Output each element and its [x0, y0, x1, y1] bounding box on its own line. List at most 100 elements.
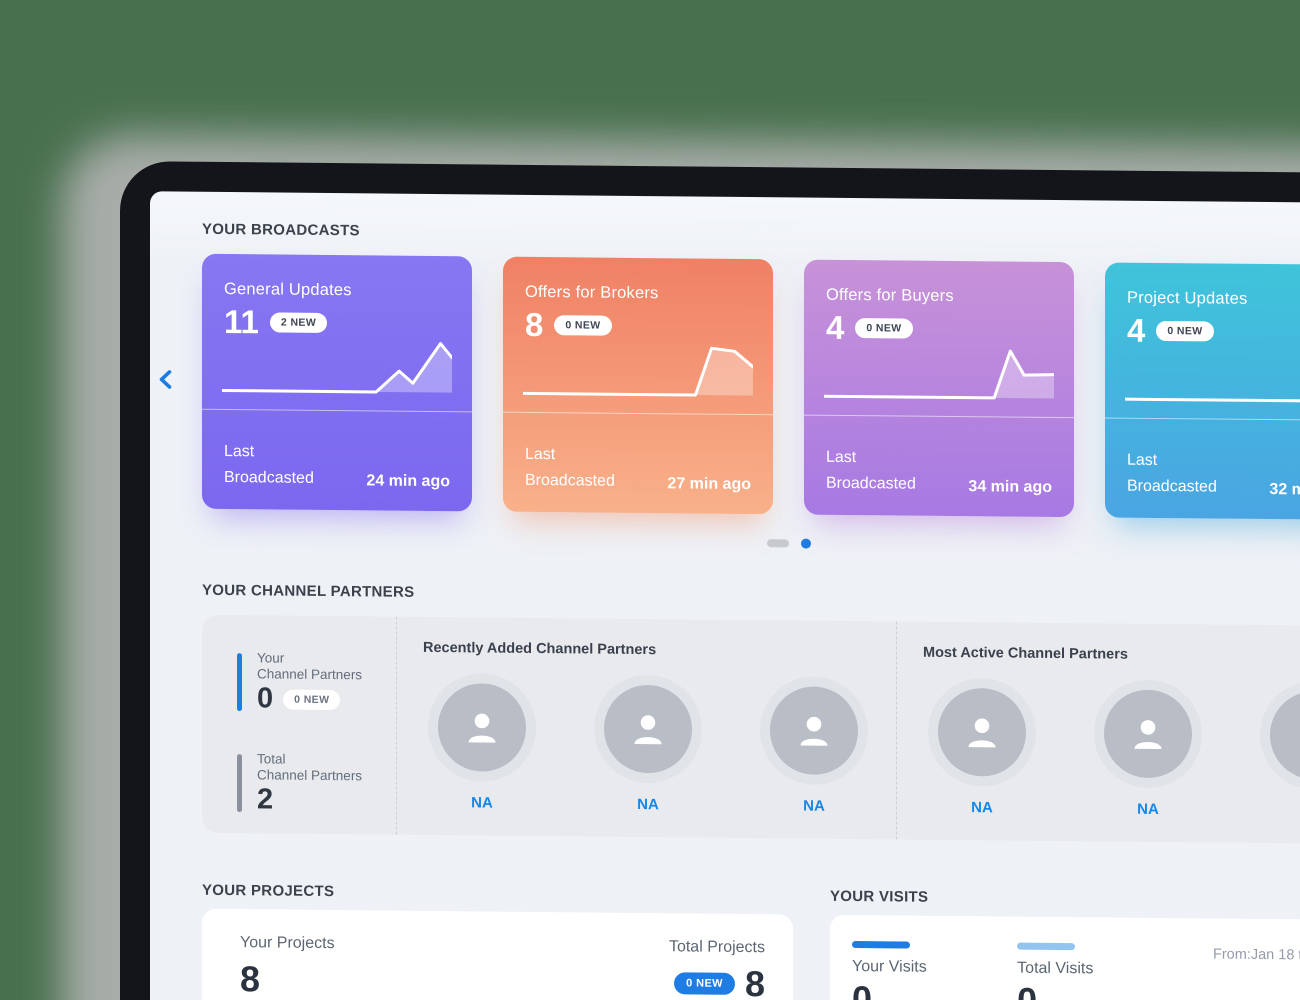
card-footer: Last Broadcasted 24 min ago [202, 408, 472, 512]
new-count-badge: 2 NEW [269, 312, 328, 333]
stat-accent-bar [237, 653, 242, 712]
card-body: Offers for Brokers 8 0 NEW [503, 257, 773, 346]
card-count-row: 4 0 NEW [826, 308, 1052, 348]
card-footer: Last Broadcasted 34 min ago [804, 414, 1074, 518]
most-active-section: Most Active Channel Partners NA [896, 621, 1300, 845]
broadcast-card-general-updates[interactable]: General Updates 11 2 NEW [202, 253, 472, 512]
new-count-badge: 0 NEW [674, 972, 735, 995]
card-title: General Updates [224, 279, 352, 300]
total-visits-stat: Total Visits 0 [1017, 942, 1094, 1000]
card-title: Project Updates [1127, 288, 1248, 308]
last-broadcasted-label: Last Broadcasted [224, 442, 314, 487]
your-projects-stat: Your Projects 8 [240, 934, 335, 1000]
broadcast-card-offers-brokers[interactable]: Offers for Brokers 8 0 NEW [503, 256, 773, 515]
avatar-ring [1260, 680, 1300, 790]
avatar-ring [760, 676, 868, 786]
last-broadcasted-time: 32 min ago [1269, 481, 1300, 499]
avatar-placeholder-icon [1104, 689, 1192, 779]
stat-label: Channel Partners [257, 767, 363, 784]
stat-label: Your [257, 650, 285, 666]
card-title: Offers for Buyers [826, 285, 954, 306]
pagination-dot-inactive[interactable] [766, 539, 789, 548]
new-count-badge: 0 NEW [855, 318, 913, 339]
avatar-ring [428, 672, 536, 782]
your-projects-value: 8 [240, 958, 261, 1000]
card-body: Project Updates 4 0 NEW [1105, 262, 1300, 351]
card-count: 4 [1127, 311, 1146, 349]
card-footer: Last Broadcasted 32 min ago [1105, 417, 1300, 521]
card-count: 11 [224, 302, 259, 341]
partner-item[interactable]: NA [593, 674, 703, 814]
card-body: General Updates 11 2 NEW [202, 254, 472, 343]
carousel-prev-button[interactable] [152, 365, 182, 395]
last-broadcasted-time: 34 min ago [968, 478, 1052, 496]
card-count-row: 11 2 NEW [224, 302, 450, 342]
laptop-bezel: YOUR BROADCASTS General Updates 11 2 NEW [120, 161, 1300, 1000]
projects-card: Your Projects 8 Total Projects 0 NEW 8 [202, 908, 793, 1000]
visits-date-range: From:Jan 18 t [1213, 946, 1300, 964]
total-visits-label: Total Visits [1017, 959, 1094, 978]
last-broadcasted-time: 24 min ago [366, 472, 450, 491]
stat-value: 2 [257, 783, 274, 816]
partner-item[interactable]: NA [1093, 679, 1203, 818]
partner-item[interactable]: NA [1259, 680, 1300, 820]
partner-item[interactable]: NA [427, 672, 537, 812]
avatar-placeholder-icon [1270, 691, 1300, 780]
avatar-placeholder-icon [770, 686, 858, 776]
partner-name: NA [1137, 800, 1159, 818]
sparkline-chart [523, 341, 753, 399]
broadcast-cards-row: General Updates 11 2 NEW [202, 253, 1300, 521]
new-count-badge: 0 NEW [283, 689, 341, 710]
visits-heading: YOUR VISITS [830, 887, 929, 906]
total-visits-value: 0 [1017, 980, 1093, 1000]
your-visits-value: 0 [852, 978, 873, 1000]
total-projects-value: 8 [744, 962, 765, 1000]
dashboard-screen: YOUR BROADCASTS General Updates 11 2 NEW [150, 191, 1300, 1000]
stat-accent-bar [237, 754, 242, 813]
card-count-row: 4 0 NEW [1127, 311, 1300, 351]
visits-card: Your Visits 0 Total Visits 0 From:Jan 18… [830, 914, 1300, 1000]
your-channel-partners-stat: Your Channel Partners 0 0 NEW [237, 650, 396, 715]
card-footer: Last Broadcasted 27 min ago [503, 411, 773, 515]
card-body: Offers for Buyers 4 0 NEW [804, 260, 1074, 349]
pagination-dot-active[interactable] [800, 538, 811, 549]
total-projects-label: Total Projects [668, 938, 765, 957]
chevron-left-icon [155, 367, 179, 394]
partners-row: NA NA NA [397, 672, 896, 816]
avatar-placeholder-icon [438, 683, 526, 772]
total-channel-partners-stat: Total Channel Partners 2 [237, 751, 396, 816]
avatar-placeholder-icon [604, 684, 692, 774]
stat-label: Total [257, 751, 286, 767]
avatar-ring [1094, 679, 1202, 789]
partners-row: NA NA NA [897, 677, 1300, 820]
new-count-badge: 0 NEW [554, 315, 612, 336]
broadcast-card-project-updates[interactable]: Project Updates 4 0 NEW Last [1105, 262, 1300, 521]
card-count: 8 [525, 305, 544, 344]
broadcasts-heading: YOUR BROADCASTS [202, 220, 360, 240]
card-count: 4 [826, 308, 845, 346]
your-visits-stat: Your Visits 0 [852, 941, 927, 1000]
total-projects-stat: Total Projects 0 NEW 8 [669, 938, 765, 1000]
avatar-ring [594, 674, 702, 784]
stat-value: 0 [257, 682, 274, 715]
partner-name: NA [971, 799, 993, 817]
total-visits-legend-bar [1017, 942, 1076, 951]
partner-item[interactable]: NA [927, 677, 1037, 817]
card-title: Offers for Brokers [525, 282, 659, 303]
partner-name: NA [803, 797, 825, 815]
channel-partners-panel: Your Channel Partners 0 0 NEW Total [202, 614, 1300, 845]
broadcast-card-offers-buyers[interactable]: Offers for Buyers 4 0 NEW [804, 259, 1074, 518]
partner-stats-column: Your Channel Partners 0 0 NEW Total [202, 615, 396, 835]
sparkline-chart [824, 344, 1054, 402]
avatar-ring [928, 677, 1036, 787]
partner-item[interactable]: NA [759, 676, 869, 815]
channel-partners-heading: YOUR CHANNEL PARTNERS [202, 581, 415, 601]
your-visits-legend-bar [852, 941, 910, 949]
sparkline-chart [1125, 347, 1300, 405]
avatar-placeholder-icon [938, 687, 1026, 777]
your-projects-label: Your Projects [240, 934, 335, 953]
last-broadcasted-label: Last Broadcasted [1127, 451, 1217, 496]
card-count-row: 8 0 NEW [525, 305, 751, 345]
projects-heading: YOUR PROJECTS [202, 881, 335, 901]
new-count-badge: 0 NEW [1156, 320, 1214, 342]
